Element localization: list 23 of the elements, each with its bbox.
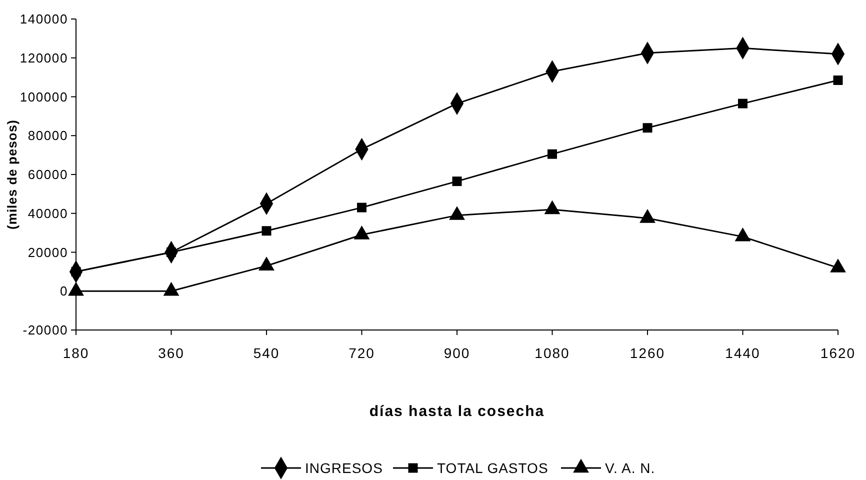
x-axis-title: días hasta la cosecha <box>369 403 545 420</box>
x-tick-label: 360 <box>158 345 184 361</box>
legend-label: INGRESOS <box>305 460 383 476</box>
legend-label: TOTAL GASTOS <box>437 460 548 476</box>
x-tick-label: 1620 <box>820 345 856 361</box>
x-tick-label: 900 <box>444 345 470 361</box>
y-tick-label: -20000 <box>22 322 68 338</box>
y-tick-label: 120000 <box>20 50 68 66</box>
legend-label: V. A. N. <box>605 460 656 476</box>
y-tick-label: 20000 <box>28 244 68 260</box>
y-axis-title: (miles de pesos) <box>4 120 20 230</box>
y-tick-label: 100000 <box>20 89 68 104</box>
y-tick-label: 60000 <box>28 167 68 182</box>
x-tick-label: 1260 <box>630 345 666 361</box>
x-tick-label: 180 <box>62 345 90 361</box>
y-tick-label: 140000 <box>20 12 68 27</box>
y-tick-label: 40000 <box>28 206 68 221</box>
x-tick-label: 1080 <box>534 345 570 361</box>
x-tick-label: 1440 <box>725 345 760 361</box>
y-tick-label: 0 <box>60 284 68 299</box>
y-tick-label: 80000 <box>28 128 68 144</box>
x-tick-label: 540 <box>253 345 280 361</box>
x-tick-label: 720 <box>348 345 375 361</box>
